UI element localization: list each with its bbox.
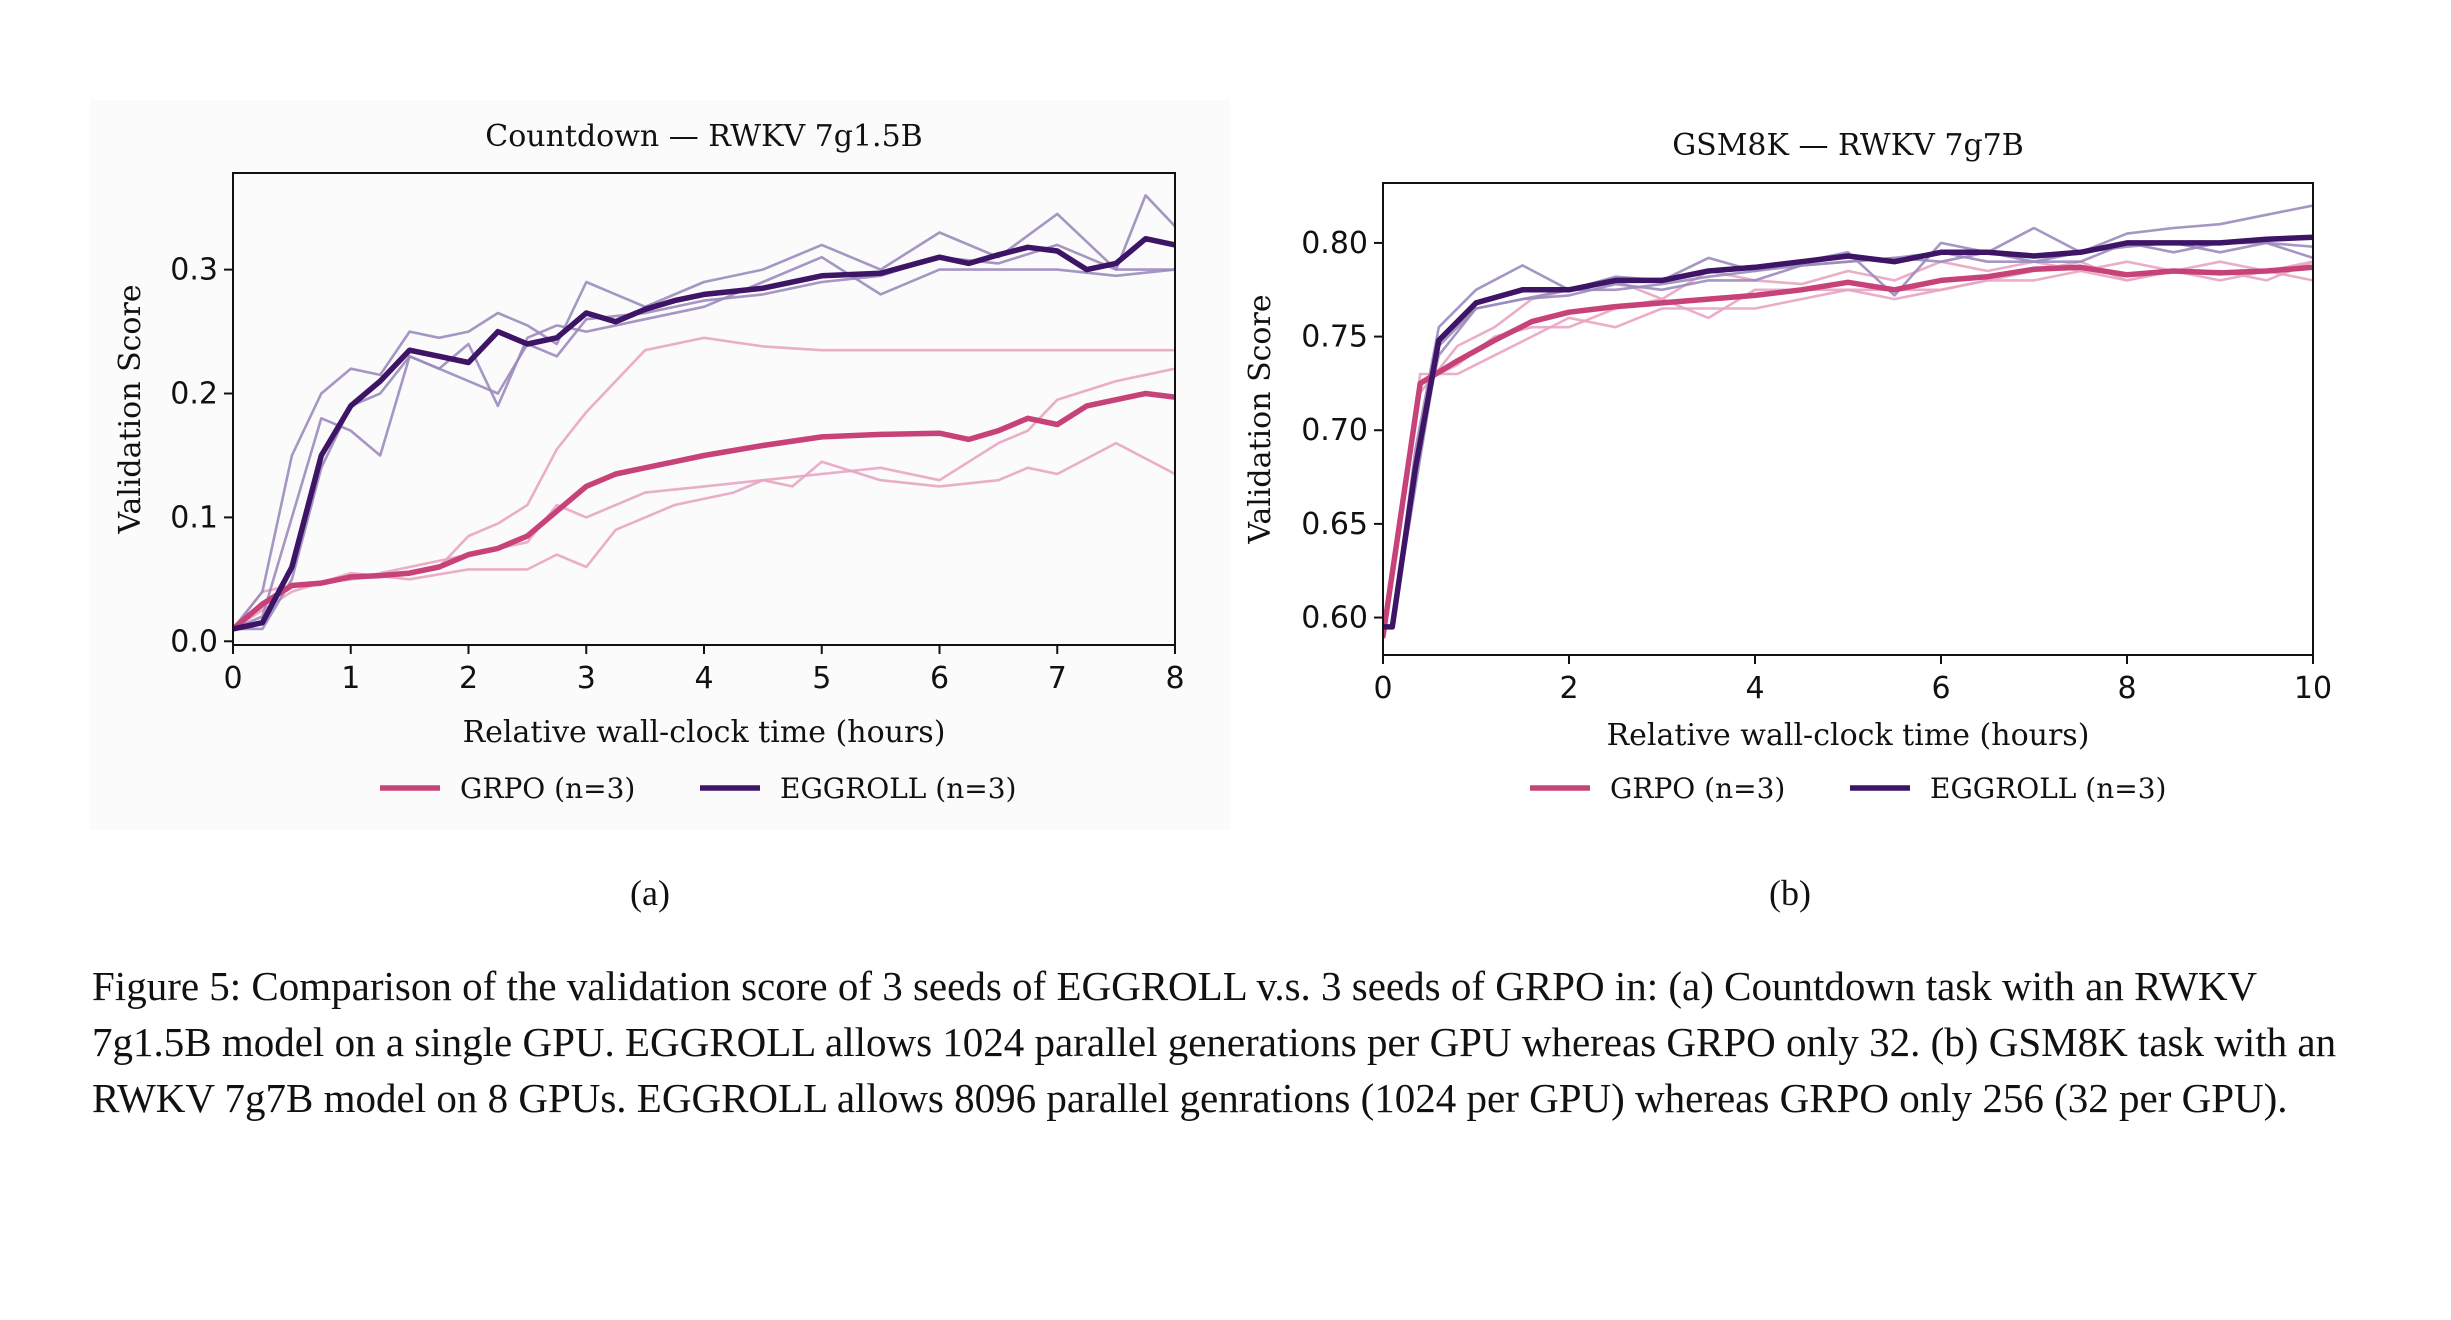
legend-label: EGGROLL (n=3) <box>780 772 1016 805</box>
series-line-mean <box>233 390 1175 632</box>
series-line-seed <box>1383 241 2313 629</box>
y-tick-label: 0.2 <box>170 377 218 412</box>
series-line-seed <box>1383 241 2313 629</box>
y-axis-label: Validation Score <box>113 284 148 534</box>
subfigure-label: (a) <box>630 873 670 913</box>
x-tick-label: 0 <box>1373 671 1392 706</box>
x-axis-label: Relative wall-clock time (hours) <box>1607 718 2090 753</box>
y-tick-label: 0.0 <box>170 624 218 659</box>
y-tick-label: 0.65 <box>1301 507 1368 542</box>
figure-caption: Figure 5: Comparison of the validation s… <box>92 963 2337 1121</box>
y-tick-label: 0.60 <box>1301 601 1368 636</box>
y-tick-label: 0.1 <box>170 500 218 535</box>
legend: GRPO (n=3) EGGROLL (n=3) <box>1530 772 2166 805</box>
y-tick-label: 0.70 <box>1301 413 1368 448</box>
x-tick-label: 6 <box>1931 671 1950 706</box>
x-tick-label: 2 <box>459 661 478 696</box>
y-tick-label: 0.80 <box>1301 226 1368 261</box>
x-tick-label: 3 <box>577 661 596 696</box>
series-group <box>1383 204 2313 640</box>
x-tick-label: 5 <box>812 661 831 696</box>
chart-gsm8k: GSM8K — RWKV 7g7B 0 2 4 6 8 10 0.60 0.65 0.70 0.75… <box>1243 128 2332 913</box>
x-tick-label: 10 <box>2294 671 2332 706</box>
series-line-seed <box>1383 260 2313 638</box>
series-line-mean <box>1383 264 2313 640</box>
x-tick-label: 4 <box>1745 671 1764 706</box>
x-tick-label: 8 <box>2117 671 2136 706</box>
y-tick-label: 0.3 <box>170 253 218 288</box>
series-line-seed <box>1383 260 2313 638</box>
series-line-mean <box>233 235 1175 632</box>
x-tick-label: 1 <box>341 661 360 696</box>
series-line-seed <box>233 367 1175 631</box>
legend-label: GRPO (n=3) <box>1610 772 1785 805</box>
x-tick-label: 2 <box>1559 671 1578 706</box>
axes-frame <box>1382 182 2314 656</box>
legend-label: EGGROLL (n=3) <box>1930 772 2166 805</box>
x-tick-label: 7 <box>1048 661 1067 696</box>
x-tick-label: 8 <box>1165 661 1184 696</box>
subfigure-label: (b) <box>1769 873 1811 913</box>
chart-countdown: Countdown — RWKV 7g1.5B 0 1 2 3 4 5 6 7 8 0.0 0.1 0.… <box>113 119 1185 913</box>
chart-title: GSM8K — RWKV 7g7B <box>1672 128 2024 163</box>
series-group <box>233 194 1175 632</box>
x-tick-label: 6 <box>930 661 949 696</box>
x-tick-label: 0 <box>223 661 242 696</box>
y-axis-label: Validation Score <box>1243 294 1278 544</box>
series-line-seed <box>233 441 1175 631</box>
x-axis-label: Relative wall-clock time (hours) <box>463 715 946 750</box>
y-tick-label: 0.75 <box>1301 320 1368 355</box>
figure: Countdown — RWKV 7g1.5B 0 1 2 3 4 5 6 7 8 0.0 0.1 0.… <box>113 119 2333 913</box>
legend-label: GRPO (n=3) <box>460 772 635 805</box>
legend: GRPO (n=3) EGGROLL (n=3) <box>380 772 1016 805</box>
chart-title: Countdown — RWKV 7g1.5B <box>485 119 922 154</box>
series-line-mean <box>1383 234 2313 630</box>
x-tick-label: 4 <box>694 661 713 696</box>
